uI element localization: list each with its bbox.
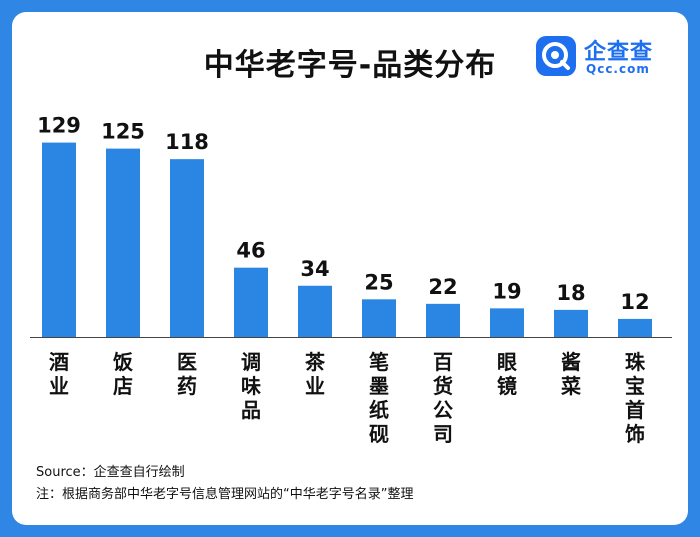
category-label-0: 酒业 xyxy=(49,350,69,398)
bar-1 xyxy=(106,148,140,337)
source-note: Source：企查查自行绘制 xyxy=(36,465,185,480)
bar-chart: 129 酒业 125 饭店 118 医药 46 调味品 34 茶业 25 笔墨纸砚 22 百货公司 19 眼镜… xyxy=(30,114,672,446)
chart-card: 中华老字号-品类分布 企查查 Qcc.com 129 酒业 125 饭店 118 医药 46… xyxy=(12,12,688,525)
bar-2 xyxy=(170,159,204,337)
data-label-0: 129 xyxy=(37,114,81,138)
data-label-7: 19 xyxy=(492,279,521,303)
category-label-3: 调味品 xyxy=(241,350,261,422)
bar-9 xyxy=(618,318,652,337)
data-label-3: 46 xyxy=(236,239,265,263)
bar-3 xyxy=(234,267,268,337)
data-label-4: 34 xyxy=(300,257,329,281)
category-label-4: 茶业 xyxy=(305,350,326,398)
category-label-1: 饭店 xyxy=(113,350,133,398)
chart-title: 中华老字号-品类分布 xyxy=(203,48,497,83)
category-label-2: 医药 xyxy=(177,350,197,398)
bar-4 xyxy=(298,285,332,337)
data-label-5: 25 xyxy=(364,270,393,294)
qcc-logo-icon xyxy=(536,36,576,76)
brand-logo: 企查查 Qcc.com xyxy=(536,34,666,80)
category-label-6: 百货公司 xyxy=(433,350,453,446)
category-label-7: 眼镜 xyxy=(497,350,517,398)
data-label-2: 118 xyxy=(165,130,209,154)
footnote: 注：根据商务部中华老字号信息管理网站的“中华老字号名录”整理 xyxy=(36,487,414,502)
bar-0 xyxy=(42,142,76,337)
bar-6 xyxy=(426,303,460,337)
bar-5 xyxy=(362,299,396,337)
category-label-8: 酱菜 xyxy=(560,350,581,398)
data-label-6: 22 xyxy=(428,275,457,299)
data-label-9: 12 xyxy=(620,290,649,314)
logo-name-cn: 企查查 xyxy=(584,40,654,65)
bar-7 xyxy=(490,308,524,337)
data-label-8: 18 xyxy=(556,281,585,305)
bar-8 xyxy=(554,309,588,337)
category-label-5: 笔墨纸砚 xyxy=(369,350,389,446)
footer: Source：企查查自行绘制 注：根据商务部中华老字号信息管理网站的“中华老字号… xyxy=(36,462,413,506)
category-label-9: 珠宝首饰 xyxy=(625,350,646,446)
logo-name-en: Qcc.com xyxy=(586,62,650,76)
data-label-1: 125 xyxy=(101,120,145,144)
